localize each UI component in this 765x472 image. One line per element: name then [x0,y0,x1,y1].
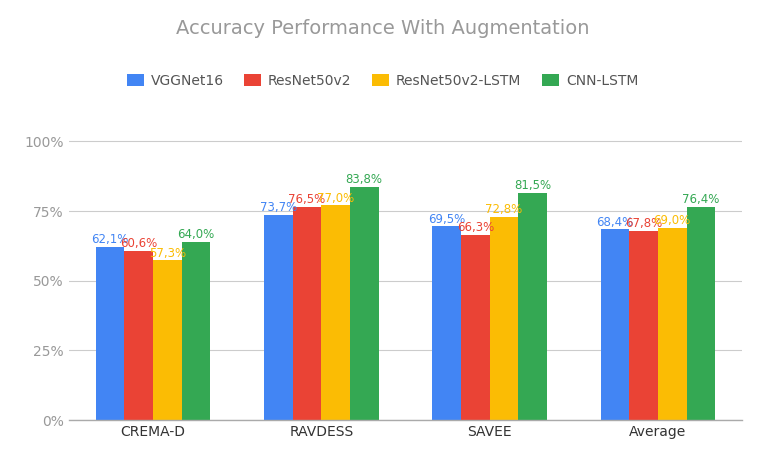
Text: 83,8%: 83,8% [346,173,382,185]
Bar [630,231,658,420]
Bar [153,261,181,420]
Bar [518,193,547,420]
Legend: VGGNet16, ResNet50v2, ResNet50v2-LSTM, CNN-LSTM: VGGNet16, ResNet50v2, ResNet50v2-LSTM, C… [122,68,643,93]
Bar [686,207,715,420]
Bar [96,247,125,420]
Text: 69,0%: 69,0% [653,214,691,227]
Text: 66,3%: 66,3% [457,221,494,235]
Text: 76,4%: 76,4% [682,194,720,206]
Text: 67,8%: 67,8% [625,217,662,230]
Text: 81,5%: 81,5% [514,179,551,192]
Bar [321,205,350,420]
Bar [490,217,518,420]
Text: 76,5%: 76,5% [288,193,326,206]
Bar [658,228,686,420]
Bar [461,236,490,420]
Bar [125,251,153,420]
Text: 62,1%: 62,1% [91,233,129,246]
Text: 57,3%: 57,3% [148,246,186,260]
Bar [601,229,630,420]
Text: 69,5%: 69,5% [428,212,465,226]
Text: 72,8%: 72,8% [485,203,522,216]
Text: 73,7%: 73,7% [260,201,297,214]
Text: 77,0%: 77,0% [317,192,354,205]
Text: 64,0%: 64,0% [177,228,214,241]
Text: 68,4%: 68,4% [597,216,633,228]
Bar [181,242,210,420]
Text: 60,6%: 60,6% [120,237,158,250]
Bar [432,227,461,420]
Bar [293,207,321,420]
Text: Accuracy Performance With Augmentation: Accuracy Performance With Augmentation [176,19,589,38]
Bar [350,186,379,420]
Bar [264,215,293,420]
